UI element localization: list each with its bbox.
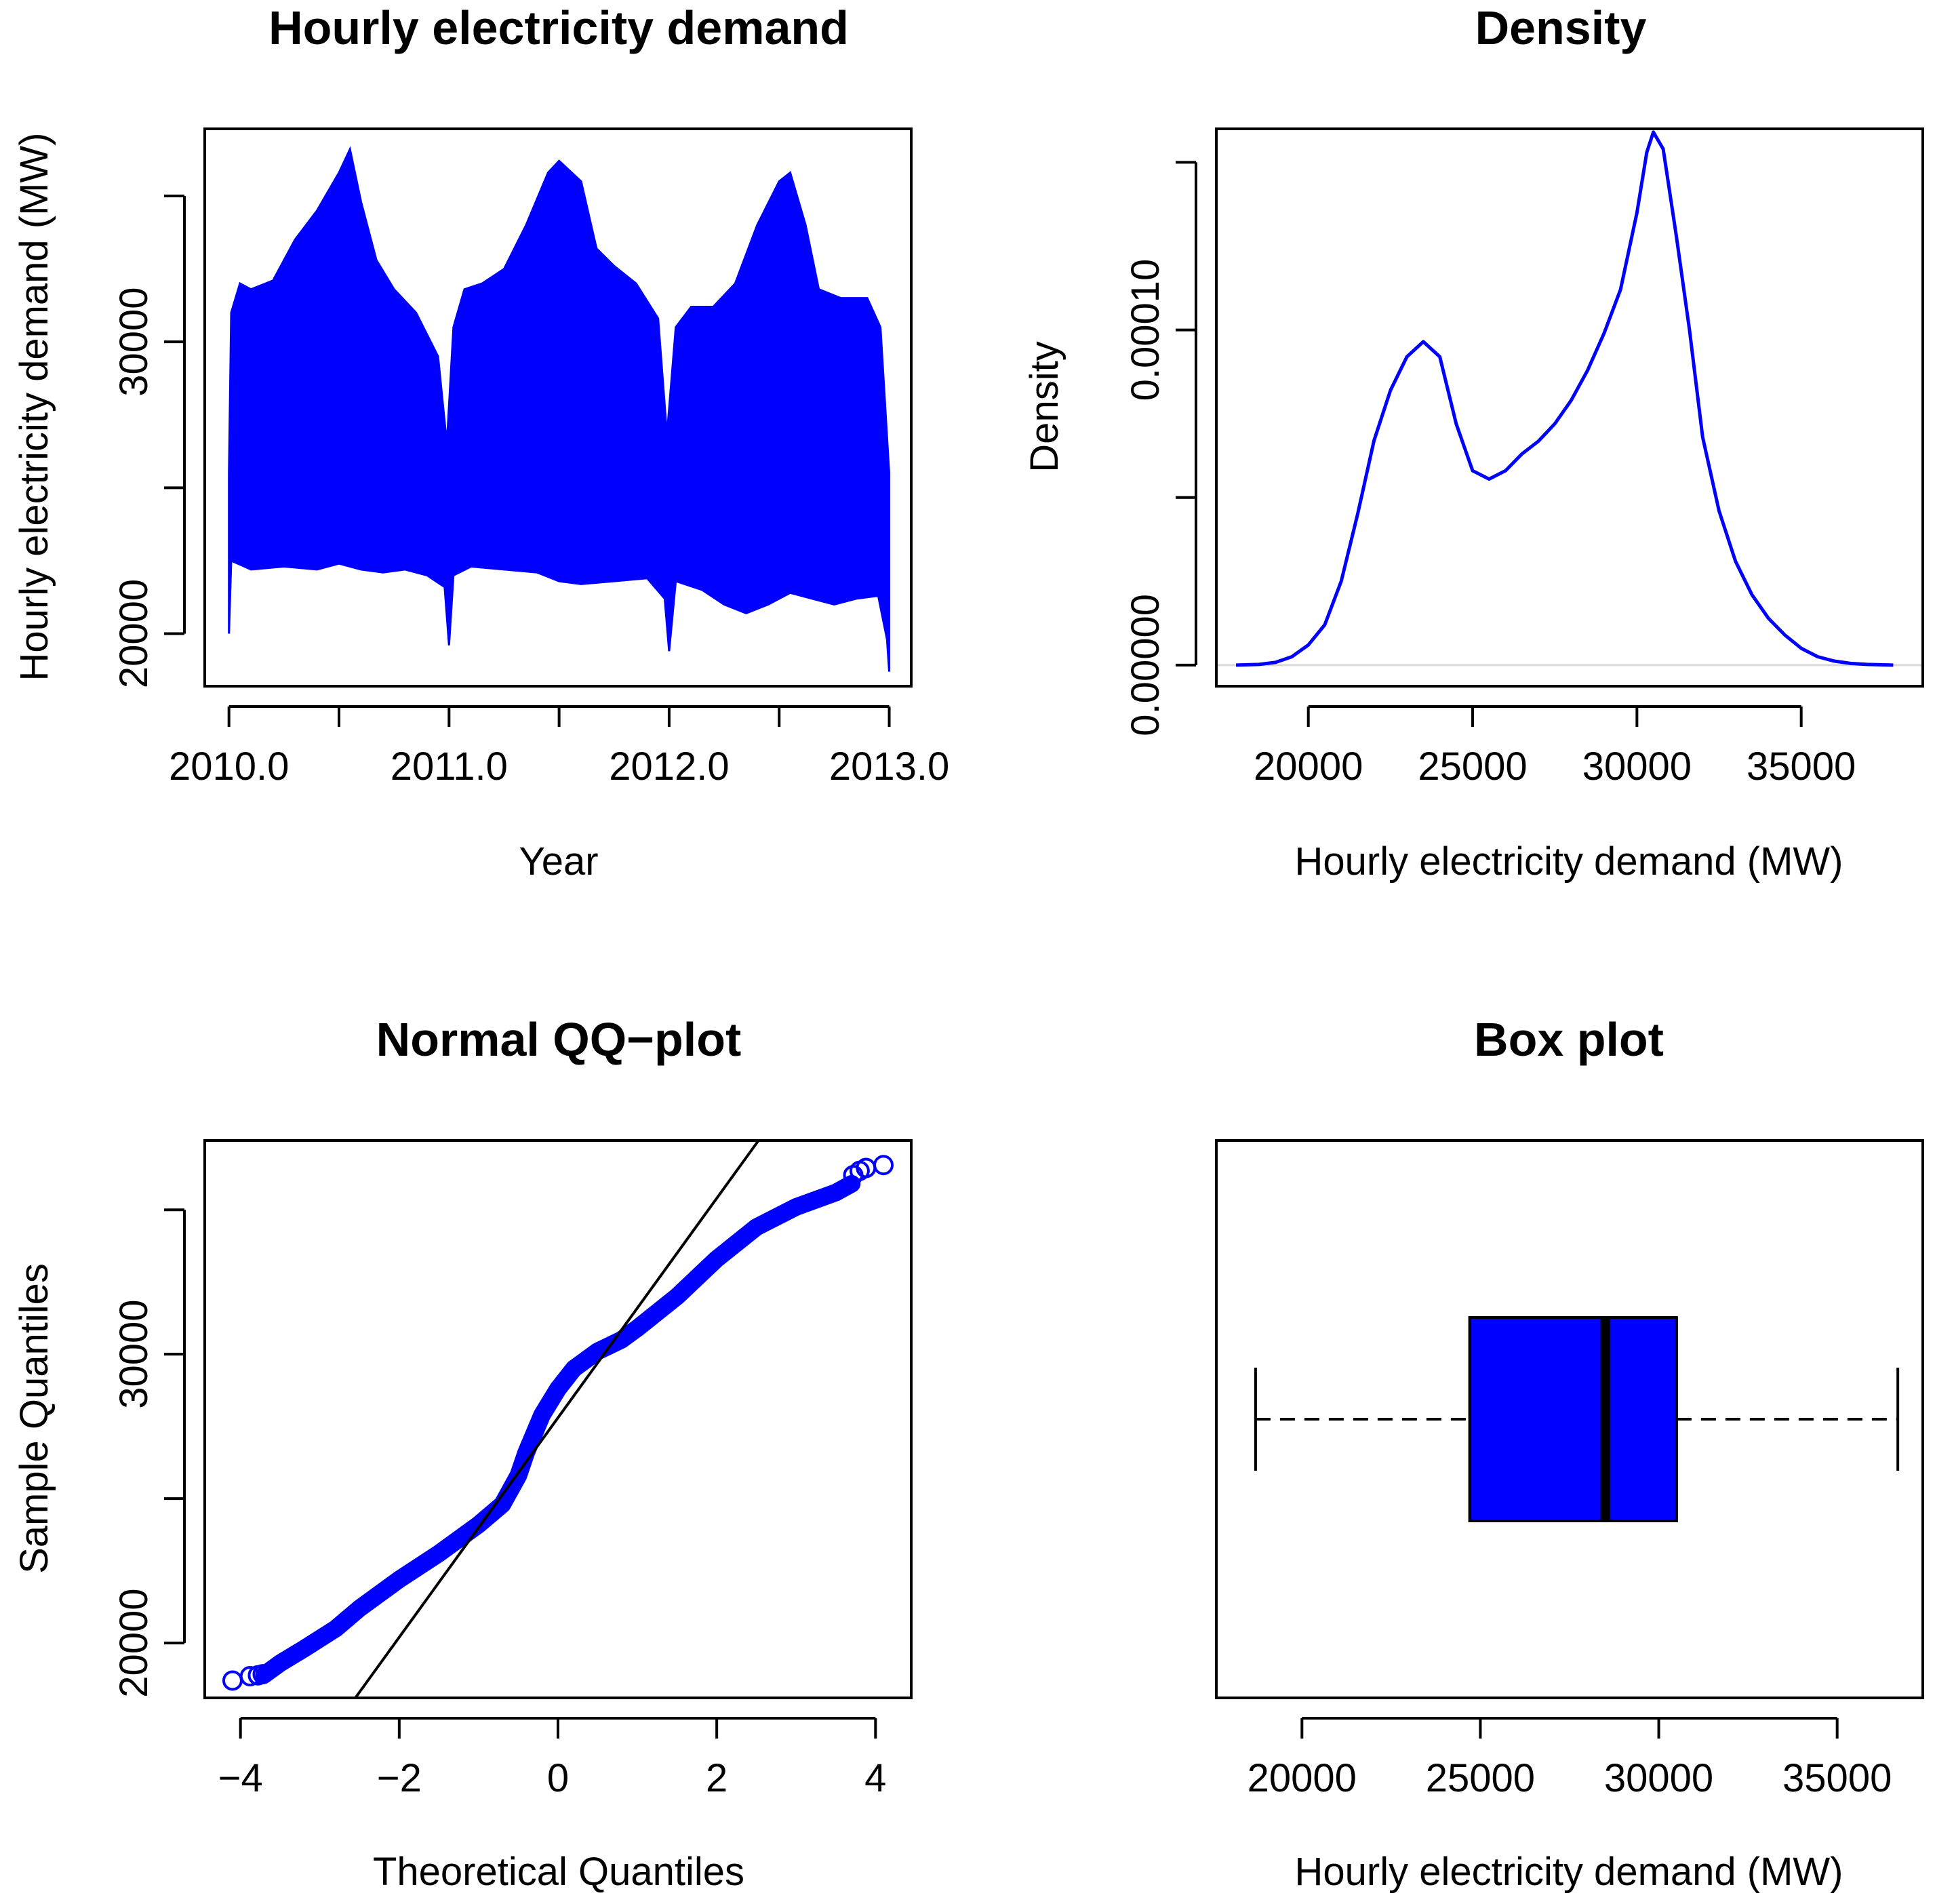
panel-4-frame	[1215, 1139, 1924, 1699]
qq-point	[252, 1664, 273, 1685]
qq-point	[239, 1666, 260, 1687]
panel-2-x-tick-label: 20000	[1254, 745, 1363, 789]
panel-4-axes: 20000 25000 30000 35000	[1248, 1717, 1892, 1800]
panel-1-ylabel: Hourly electricity demand (MW)	[12, 133, 56, 681]
panel-1-y-tick-label: 20000	[112, 579, 156, 688]
panel-4-x-tick-label: 35000	[1782, 1756, 1892, 1800]
panel-1-x-tick-label: 2012.0	[609, 745, 729, 789]
panel-2-plot-area	[1218, 130, 1921, 667]
qq-point	[873, 1155, 894, 1176]
panel-3-xlabel: Theoretical Quantiles	[373, 1850, 744, 1894]
panel-1-plot-area	[228, 146, 890, 672]
panel-1-x-tick-label: 2013.0	[829, 745, 949, 789]
panel-3-x-tick-label: 0	[547, 1756, 569, 1800]
panel-2-ylabel: Density	[1022, 341, 1066, 472]
panel-time-series: Hourly electricity demand Hourly electri…	[12, 1, 949, 884]
panel-3-x-tick-label: 4	[864, 1756, 886, 1800]
panel-3-y-tick-label: 30000	[112, 1300, 156, 1409]
panel-1-y-tick-label: 30000	[112, 287, 156, 397]
panel-density: Density Density Hourly electricity deman…	[1022, 1, 1924, 884]
panel-1-frame	[203, 127, 913, 688]
panel-2-axes: 20000 25000 30000 35000 0.00000 0.00010	[1123, 161, 1856, 789]
qq-reference-line	[354, 1139, 760, 1699]
panel-1-axes: 2010.0 2011.0 2012.0 2013.0 20000 30000	[112, 194, 949, 789]
panel-4-x-tick-label: 25000	[1426, 1756, 1535, 1800]
panel-3-axes: −4 −2 0 2 4 20000 30000	[112, 1208, 886, 1800]
panel-4-x-tick-label: 20000	[1248, 1756, 1357, 1800]
panel-2-x-tick-label: 30000	[1582, 745, 1692, 789]
qq-sample-points	[255, 1174, 861, 1684]
panel-3-y-tick-label: 20000	[112, 1588, 156, 1697]
qq-point	[222, 1670, 243, 1691]
panel-2-frame	[1215, 127, 1924, 688]
panel-2-y-tick-label: 0.00000	[1123, 594, 1168, 736]
density-curve	[1236, 130, 1894, 667]
box-iqr	[1468, 1316, 1678, 1522]
panel-2-title: Density	[1475, 1, 1647, 54]
panel-3-x-tick-label: −4	[218, 1756, 263, 1800]
panel-1-title: Hourly electricity demand	[268, 1, 849, 54]
panel-3-frame	[203, 1139, 913, 1699]
panel-2-x-tick-label: 25000	[1418, 745, 1527, 789]
panel-1-x-tick-label: 2010.0	[169, 745, 289, 789]
panel-3-ylabel: Sample Quantiles	[12, 1263, 56, 1574]
panel-4-plot-area	[1254, 1316, 1900, 1522]
panel-3-x-tick-label: −2	[377, 1756, 422, 1800]
panel-4-x-tick-label: 30000	[1604, 1756, 1713, 1800]
panel-3-title: Normal QQ−plot	[376, 1013, 742, 1066]
panel-1-xlabel: Year	[519, 839, 598, 884]
panel-1-x-tick-label: 2011.0	[391, 745, 508, 789]
panel-qq-plot: Normal QQ−plot Sample Quantiles Theoreti…	[12, 1013, 913, 1894]
panel-4-xlabel: Hourly electricity demand (MW)	[1295, 1850, 1843, 1894]
panel-2-y-tick-label: 0.00010	[1123, 259, 1168, 401]
panel-box-plot: Box plot Hourly electricity demand (MW) …	[1215, 1013, 1924, 1894]
panel-2-x-tick-label: 35000	[1747, 745, 1856, 789]
panel-2-xlabel: Hourly electricity demand (MW)	[1295, 839, 1843, 884]
panel-3-x-tick-label: 2	[706, 1756, 727, 1800]
demand-series-band	[228, 146, 890, 672]
panel-3-plot-area	[222, 1139, 894, 1699]
panel-4-title: Box plot	[1474, 1013, 1664, 1066]
